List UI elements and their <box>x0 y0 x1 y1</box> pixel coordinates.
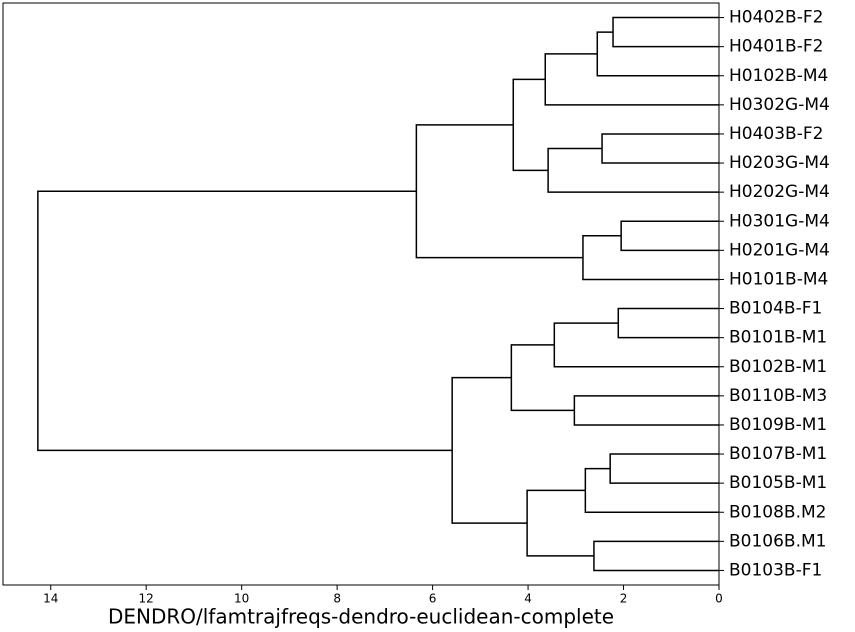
link <box>609 453 719 484</box>
link <box>593 540 719 572</box>
leaf-label: B0107B-M1 <box>729 444 827 464</box>
leaf-label: H0403B-F2 <box>729 124 823 144</box>
x-tick-label: 4 <box>524 592 532 606</box>
x-axis-label: DENDRO/lfamtrajfreqs-dendro-euclidean-co… <box>108 605 614 629</box>
axes-frame <box>2 2 720 586</box>
link <box>37 190 453 452</box>
leaf-label: B0102B-M1 <box>729 357 827 377</box>
x-tick-label: 6 <box>429 592 437 606</box>
leaf-label: B0110B-M3 <box>729 386 827 406</box>
link <box>582 235 719 281</box>
link <box>573 395 719 426</box>
link <box>612 16 719 48</box>
x-tick-label: 8 <box>333 592 341 606</box>
leaf-label: B0101B-M1 <box>729 328 827 348</box>
x-tick-label: 12 <box>139 592 154 606</box>
leaf-label: H0102B-M4 <box>729 66 828 86</box>
leaf-label: H0301G-M4 <box>729 211 830 231</box>
leaf-label: B0108B.M2 <box>729 502 826 522</box>
link <box>547 147 719 193</box>
leaf-label: B0105B-M1 <box>729 473 827 493</box>
link <box>584 467 719 513</box>
leaf-label: H0202G-M4 <box>729 182 830 202</box>
link <box>596 31 719 77</box>
leaf-label: H0203G-M4 <box>729 153 830 173</box>
link <box>617 307 719 339</box>
x-tick-label: 14 <box>43 592 58 606</box>
x-tick-label: 0 <box>715 592 723 606</box>
link <box>512 78 549 172</box>
leaf-label: B0103B-F1 <box>729 560 822 580</box>
leaf-label: H0302G-M4 <box>729 95 830 115</box>
link <box>544 53 719 106</box>
link <box>510 344 575 412</box>
leaf-label: H0401B-F2 <box>729 37 823 57</box>
leaf-label: B0106B.M1 <box>729 531 826 551</box>
link <box>526 489 594 557</box>
link <box>601 133 719 164</box>
link <box>415 124 583 259</box>
leaf-label: H0101B-M4 <box>729 269 828 289</box>
link <box>620 220 719 252</box>
link <box>451 376 528 524</box>
x-tick-label: 2 <box>620 592 628 606</box>
link <box>553 322 719 368</box>
leaf-label: H0201G-M4 <box>729 240 830 260</box>
leaf-label: B0104B-F1 <box>729 299 822 319</box>
x-tick-label: 10 <box>234 592 249 606</box>
leaf-label: H0402B-F2 <box>729 8 823 28</box>
leaf-label: B0109B-M1 <box>729 415 827 435</box>
